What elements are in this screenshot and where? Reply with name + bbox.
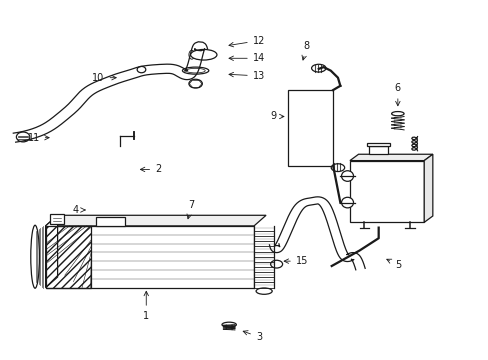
Text: 11: 11 [27,133,49,143]
Bar [45,226,91,288]
Bar [287,90,332,166]
Text: 4: 4 [73,205,85,215]
Ellipse shape [330,164,344,171]
FancyBboxPatch shape [50,214,64,224]
Ellipse shape [17,132,30,142]
Ellipse shape [391,112,403,116]
Ellipse shape [188,50,194,59]
Bar [254,226,274,288]
Text: 6: 6 [394,83,400,106]
Ellipse shape [206,50,211,59]
Text: 7: 7 [186,200,195,219]
Ellipse shape [341,197,353,208]
Text: 14: 14 [228,53,264,63]
Ellipse shape [182,67,208,74]
Polygon shape [45,215,265,226]
Text: 1: 1 [143,291,149,321]
Ellipse shape [200,50,206,59]
Ellipse shape [31,225,40,288]
Text: 2: 2 [140,165,161,174]
Text: 5: 5 [386,259,400,270]
Text: 15: 15 [284,256,307,266]
Text: 10: 10 [92,73,116,83]
Ellipse shape [311,64,325,72]
Ellipse shape [270,260,282,268]
Text: 12: 12 [228,36,264,47]
Polygon shape [424,154,432,222]
Text: 13: 13 [228,71,264,81]
Polygon shape [349,154,432,161]
Ellipse shape [222,322,236,327]
Ellipse shape [194,50,200,59]
FancyBboxPatch shape [366,143,389,147]
Ellipse shape [190,49,217,60]
Ellipse shape [137,66,145,73]
Ellipse shape [188,79,202,88]
Polygon shape [45,226,254,288]
Text: 8: 8 [302,41,309,60]
FancyBboxPatch shape [96,217,124,226]
Ellipse shape [256,288,272,294]
FancyBboxPatch shape [349,161,424,222]
Ellipse shape [341,171,353,181]
Text: 3: 3 [243,331,262,342]
Text: 9: 9 [270,112,284,121]
FancyBboxPatch shape [368,147,387,154]
Polygon shape [45,215,58,288]
